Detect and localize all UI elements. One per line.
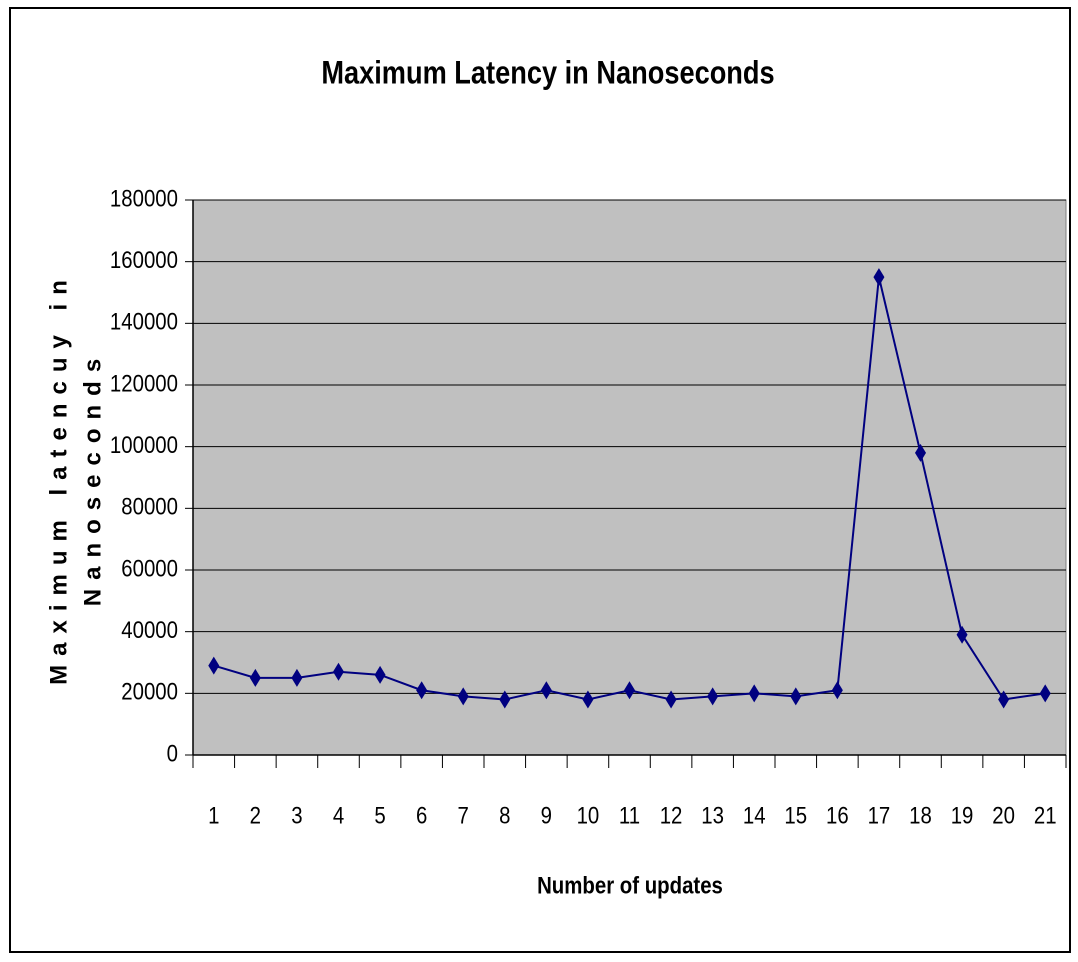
data-marker: [374, 665, 386, 684]
x-tick-label: 12: [660, 802, 683, 829]
y-tick-label: 40000: [121, 616, 178, 643]
x-tick-label: 15: [784, 802, 807, 829]
x-tick-label: 20: [992, 802, 1015, 829]
x-tick-label: 5: [374, 802, 385, 829]
y-axis-label: Nanoseconds: [79, 350, 106, 606]
x-tick-label: 16: [826, 802, 849, 829]
x-tick-label: 11: [619, 802, 640, 829]
x-axis-label: Number of updates: [537, 872, 723, 899]
data-marker: [208, 656, 220, 675]
data-marker: [998, 690, 1010, 709]
data-marker: [707, 687, 719, 706]
y-tick-label: 180000: [110, 185, 178, 212]
x-tick-label: 18: [909, 802, 932, 829]
data-marker: [540, 681, 552, 700]
data-marker: [790, 687, 802, 706]
x-tick-label: 2: [250, 802, 261, 829]
y-tick-label: 120000: [110, 370, 178, 397]
data-marker: [249, 668, 261, 687]
data-marker: [665, 690, 677, 709]
data-marker: [956, 625, 968, 644]
data-marker: [416, 681, 428, 700]
data-marker: [915, 443, 926, 462]
chart-title: Maximum Latency in Nanoseconds: [321, 55, 774, 91]
data-marker: [291, 668, 303, 687]
x-tick-label: 13: [701, 802, 724, 829]
y-tick-label: 80000: [121, 493, 178, 520]
data-marker: [831, 681, 843, 700]
y-tick-label: 100000: [110, 431, 178, 458]
y-axis-label: Maximum latencuy in: [45, 271, 72, 685]
data-marker: [499, 690, 511, 709]
x-tick-label: 9: [541, 802, 552, 829]
x-tick-label: 7: [458, 802, 469, 829]
x-tick-label: 17: [868, 802, 891, 829]
x-tick-label: 8: [499, 802, 510, 829]
y-tick-label: 160000: [110, 246, 178, 273]
data-marker: [582, 690, 594, 709]
y-tick-label: 20000: [121, 678, 178, 705]
data-marker: [624, 681, 635, 700]
plot-area: [192, 199, 1067, 756]
x-tick-label: 14: [743, 802, 766, 829]
x-tick-label: 4: [333, 802, 344, 829]
y-tick-label: 140000: [110, 308, 178, 335]
data-marker: [457, 687, 469, 706]
x-tick-label: 19: [951, 802, 974, 829]
x-tick-label: 10: [577, 802, 600, 829]
x-tick-label: 1: [208, 802, 219, 829]
data-marker: [748, 684, 760, 703]
y-tick-label: 0: [167, 740, 178, 767]
data-marker: [333, 662, 344, 681]
data-marker: [873, 268, 885, 287]
data-marker: [1039, 684, 1051, 703]
x-tick-label: 6: [416, 802, 427, 829]
y-tick-label: 60000: [121, 555, 178, 582]
x-tick-label: 21: [1034, 802, 1057, 829]
x-tick-label: 3: [291, 802, 302, 829]
